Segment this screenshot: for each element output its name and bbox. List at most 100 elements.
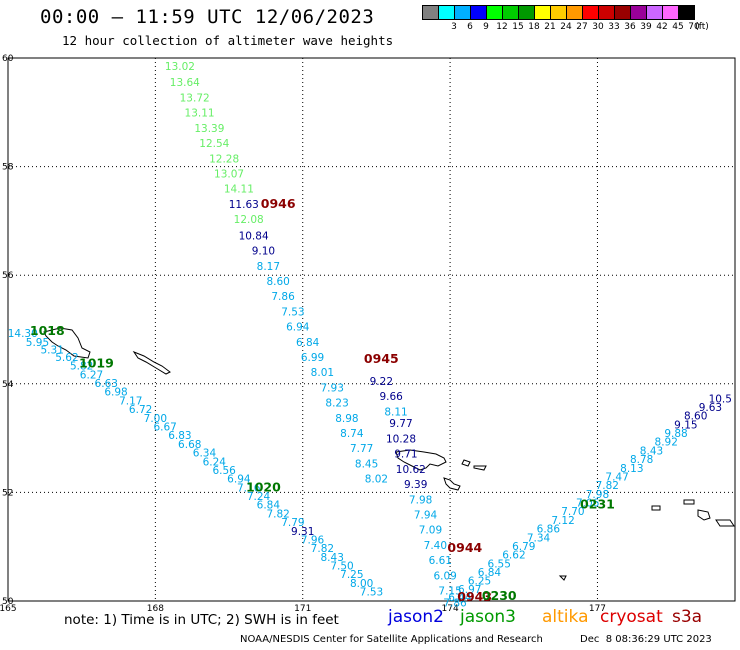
legend-labels: 3 6 9 12 15 18 21 24 27 30 33 36 39 42 45 70 (ft) [422,20,709,34]
swh-value: 9.22 [370,376,393,388]
swh-value: 9.39 [404,479,427,491]
swh-value: 5.62 [55,352,78,364]
legend-label: 15 [512,22,524,32]
pass-time-label: 1019 [79,356,114,371]
swh-value: 9.77 [389,418,412,430]
lat-tick-label: 60 [2,54,14,64]
swh-value: 7.82 [266,508,289,520]
legend-swatch [550,5,567,20]
page-subtitle: 12 hour collection of altimeter wave hei… [62,33,394,48]
swh-value: 7.82 [311,543,334,555]
swh-value: 10.5 [709,393,732,405]
swh-value: 6.84 [296,337,320,349]
swh-value: 6.61 [429,555,452,567]
swh-value: 9.10 [252,246,275,258]
swh-value: 6.55 [488,558,511,570]
swh-value: 7.82 [596,480,619,492]
swh-value: 6.24 [203,456,227,468]
swh-value: 14.11 [224,184,254,196]
swh-value: 7.16 [237,482,261,494]
swh-value: 13.72 [180,92,210,104]
swh-value: 6.09 [433,570,456,582]
swh-value: 7.15 [438,585,461,597]
page-title: 00:00 – 11:59 UTC 12/06/2023 [40,6,375,28]
swh-value: 6.67 [153,421,176,433]
lat-tick-label: 54 [2,380,14,390]
island-aleutian-d [473,465,487,471]
satellite-jason3: jason3 [460,607,516,627]
swh-value: 7.53 [360,587,383,599]
swh-value: 7.94 [414,509,438,521]
legend-swatch [630,5,647,20]
swh-value: 6.97 [458,584,481,596]
swh-value: 8.01 [311,367,334,379]
swh-value: 6.84 [257,500,281,512]
swh-value: 7.47 [605,471,628,483]
swh-value: 7.86 [271,291,295,303]
swh-value: 6.68 [178,439,201,451]
swh-value: 9.63 [699,402,722,414]
legend-swatch [534,5,551,20]
swh-value: 10.62 [396,464,426,476]
swh-value: 7.79 [281,517,304,529]
swh-value: 8.60 [266,276,289,288]
swh-value: 7.77 [350,443,373,455]
credit-date: Dec 8 08:36:29 UTC 2023 [580,634,712,645]
pass-time-label: 0943 [457,589,492,604]
legend-label: 39 [640,22,652,32]
swh-value: 8.45 [355,458,378,470]
swh-value: 7.86 [443,597,467,609]
satellite-s3a: s3a [672,607,703,627]
swh-value: 8.60 [684,411,707,423]
swh-value: 7.96 [301,534,325,546]
legend-swatch [422,5,439,20]
legend-label: 6 [467,22,473,32]
legend-label: 12 [496,22,508,32]
swh-value: 6.83 [168,430,191,442]
swh-value: 12.54 [199,138,229,150]
legend-unit: (ft) [695,22,709,32]
island-aleutian-c [461,459,471,467]
swh-value: 7.40 [424,540,447,552]
swh-value: 7.09 [419,525,442,537]
legend-label: 21 [544,22,556,32]
swh-value: 13.02 [165,61,195,73]
pass-time-labels: 0946 0945 0944 0943 1018 1019 1020 0231 0230 [30,196,615,604]
swh-value: 9.71 [394,449,417,461]
swh-value: 8.13 [620,463,643,475]
landmasses [43,327,735,581]
swh-value: 7.34 [527,532,551,544]
swh-value: 6.94 [227,474,251,486]
legend-label: 70 [688,22,700,32]
footnote: note: 1) Time is in UTC; 2) SWH is in fe… [64,612,339,628]
swh-value: 13.11 [185,108,215,120]
swh-value: 6.72 [129,404,152,416]
island-aleutian-i [715,519,735,527]
legend-swatch [454,5,471,20]
lon-tick-label: 177 [589,604,606,614]
lat-tick-label: 50 [2,597,14,607]
legend-label: 9 [483,22,489,32]
swh-value: 7.00 [144,413,167,425]
swh-value: 13.07 [214,168,244,180]
swh-value: 8.02 [365,474,388,486]
legend-swatch [502,5,519,20]
swh-value: 6.84 [478,567,502,579]
legend-swatch [566,5,583,20]
swh-value: 9.88 [664,428,687,440]
credit-line: NOAA/NESDIS Center for Satellite Applica… [240,634,543,645]
swh-value: 12.08 [234,214,264,226]
swh-value: 7.12 [551,515,574,527]
legend-swatch [470,5,487,20]
swh-value: 7.50 [330,561,353,573]
legend-label: 45 [672,22,684,32]
island-pribilof-a [132,350,171,375]
legend-swatch [486,5,503,20]
pass-time-label: 0230 [482,588,517,603]
swh-value: 6.99 [301,352,324,364]
swh-value: 5.82 [70,361,93,373]
lon-tick-label: 168 [147,604,164,614]
swh-value: 6.98 [104,387,127,399]
